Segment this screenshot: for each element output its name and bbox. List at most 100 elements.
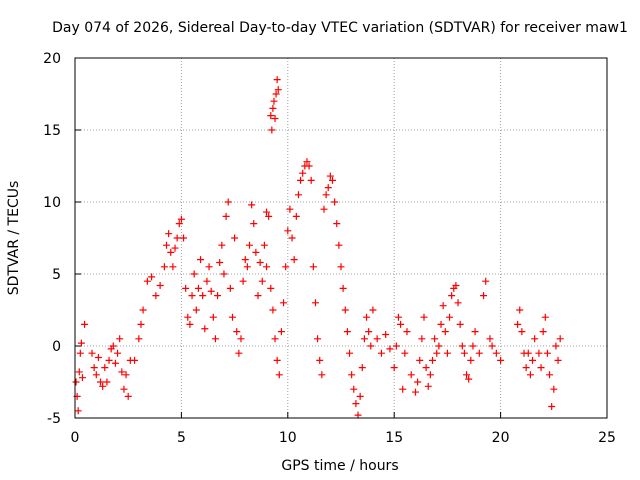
data-point bbox=[316, 356, 324, 364]
grid bbox=[75, 58, 607, 418]
data-point bbox=[173, 234, 181, 242]
data-point bbox=[88, 349, 96, 357]
data-point bbox=[165, 230, 173, 238]
data-point bbox=[548, 402, 556, 410]
data-point bbox=[437, 320, 445, 328]
data-point bbox=[424, 382, 432, 390]
data-point bbox=[118, 368, 126, 376]
data-point bbox=[228, 313, 236, 321]
data-point bbox=[322, 191, 330, 199]
data-point bbox=[292, 212, 300, 220]
data-point bbox=[248, 201, 256, 209]
data-point bbox=[431, 335, 439, 343]
data-point bbox=[516, 306, 524, 314]
data-point bbox=[367, 342, 375, 350]
data-point bbox=[137, 320, 145, 328]
data-point bbox=[435, 342, 443, 350]
data-point bbox=[139, 306, 147, 314]
data-point bbox=[274, 86, 282, 94]
data-point bbox=[531, 335, 539, 343]
data-point bbox=[265, 212, 273, 220]
data-point bbox=[514, 320, 522, 328]
data-point bbox=[492, 349, 500, 357]
data-point bbox=[456, 320, 464, 328]
data-point bbox=[256, 258, 264, 266]
y-tick-label: 0 bbox=[52, 339, 61, 355]
data-point bbox=[524, 349, 532, 357]
data-point bbox=[258, 277, 266, 285]
data-point bbox=[441, 328, 449, 336]
data-point bbox=[152, 292, 160, 300]
data-point bbox=[392, 342, 400, 350]
data-point bbox=[343, 328, 351, 336]
data-point bbox=[190, 270, 198, 278]
data-point bbox=[224, 198, 232, 206]
data-point bbox=[237, 335, 245, 343]
data-point bbox=[171, 244, 179, 252]
data-point bbox=[177, 215, 185, 223]
data-point bbox=[497, 356, 505, 364]
data-point bbox=[407, 371, 415, 379]
data-point bbox=[526, 371, 534, 379]
data-point bbox=[169, 263, 177, 271]
data-point bbox=[194, 284, 202, 292]
data-point bbox=[239, 277, 247, 285]
data-point bbox=[260, 241, 268, 249]
data-point bbox=[280, 299, 288, 307]
data-point bbox=[467, 356, 475, 364]
data-point bbox=[556, 335, 564, 343]
data-point bbox=[197, 256, 205, 264]
data-point bbox=[420, 313, 428, 321]
data-point bbox=[294, 191, 302, 199]
data-point bbox=[414, 378, 422, 386]
data-point bbox=[382, 330, 390, 338]
data-point bbox=[92, 371, 100, 379]
data-point bbox=[250, 220, 258, 228]
x-tick-label: 5 bbox=[177, 430, 186, 446]
data-point bbox=[318, 371, 326, 379]
x-tick-label: 20 bbox=[492, 430, 510, 446]
x-tick-label: 25 bbox=[598, 430, 616, 446]
data-point bbox=[214, 292, 222, 300]
data-point bbox=[311, 299, 319, 307]
data-point bbox=[390, 364, 398, 372]
data-point bbox=[109, 342, 117, 350]
data-point bbox=[546, 371, 554, 379]
data-point bbox=[252, 248, 260, 256]
data-point bbox=[348, 371, 356, 379]
data-point bbox=[111, 359, 119, 367]
data-point bbox=[518, 328, 526, 336]
data-point bbox=[488, 342, 496, 350]
data-point bbox=[429, 356, 437, 364]
data-point bbox=[272, 90, 280, 98]
data-point bbox=[369, 306, 377, 314]
data-point bbox=[203, 277, 211, 285]
data-point bbox=[163, 241, 171, 249]
data-point bbox=[76, 349, 84, 357]
data-point bbox=[245, 241, 253, 249]
data-point bbox=[269, 306, 277, 314]
data-points bbox=[72, 76, 564, 419]
data-point bbox=[324, 184, 332, 192]
data-point bbox=[458, 342, 466, 350]
data-point bbox=[309, 263, 317, 271]
data-point bbox=[275, 371, 283, 379]
data-point bbox=[331, 198, 339, 206]
data-point bbox=[101, 364, 109, 372]
data-point bbox=[122, 371, 130, 379]
data-point bbox=[97, 378, 105, 386]
data-point bbox=[377, 349, 385, 357]
data-point bbox=[418, 335, 426, 343]
data-point bbox=[522, 364, 530, 372]
data-point bbox=[448, 292, 456, 300]
data-point bbox=[72, 378, 80, 386]
data-point bbox=[78, 374, 86, 382]
data-point bbox=[286, 205, 294, 213]
data-point bbox=[222, 212, 230, 220]
data-point bbox=[373, 335, 381, 343]
y-tick-label: 10 bbox=[43, 195, 61, 211]
data-point bbox=[268, 126, 276, 134]
data-point bbox=[216, 258, 224, 266]
y-tick-label: -5 bbox=[47, 411, 61, 427]
